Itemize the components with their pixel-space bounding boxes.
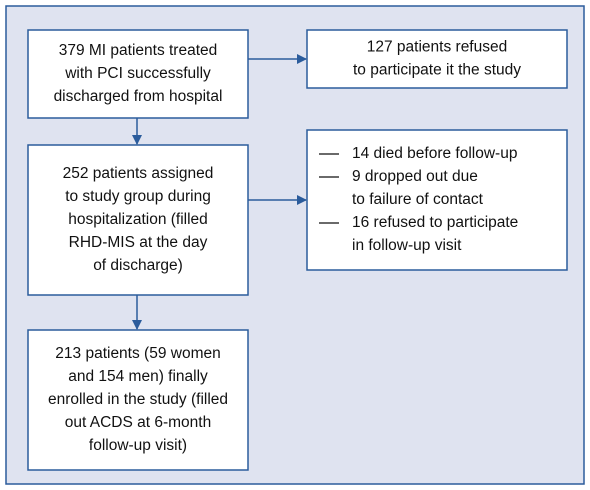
box-text: 127 patients refused bbox=[367, 39, 507, 56]
list-text: 16 refused to participate bbox=[352, 214, 518, 231]
box-text: 252 patients assigned bbox=[63, 165, 214, 182]
list-text: in follow-up visit bbox=[352, 237, 462, 254]
box-text: to study group during bbox=[65, 188, 211, 205]
box-text: out ACDS at 6-month bbox=[65, 414, 211, 431]
box-text: to participate it the study bbox=[353, 62, 521, 79]
box-text: RHD-MIS at the day bbox=[69, 234, 208, 251]
flow-box bbox=[306, 29, 568, 89]
flow-box bbox=[306, 129, 568, 271]
box-text: hospitalization (filled bbox=[68, 211, 208, 228]
box-text: with PCI successfully bbox=[64, 65, 211, 82]
flow-box bbox=[27, 29, 249, 119]
box-text: discharged from hospital bbox=[54, 88, 223, 105]
list-text: 9 dropped out due bbox=[352, 168, 478, 185]
box-text: 213 patients (59 women bbox=[55, 345, 220, 362]
list-text: to failure of contact bbox=[352, 191, 484, 208]
flow-box bbox=[27, 144, 249, 296]
box-text: enrolled in the study (filled bbox=[48, 391, 228, 408]
box-text: 379 MI patients treated bbox=[59, 42, 218, 59]
box-text: follow-up visit) bbox=[89, 437, 187, 454]
box-text: and 154 men) finally bbox=[68, 368, 208, 385]
flow-box bbox=[27, 329, 249, 471]
box-text: of discharge) bbox=[93, 257, 183, 274]
list-text: 14 died before follow-up bbox=[352, 145, 517, 162]
